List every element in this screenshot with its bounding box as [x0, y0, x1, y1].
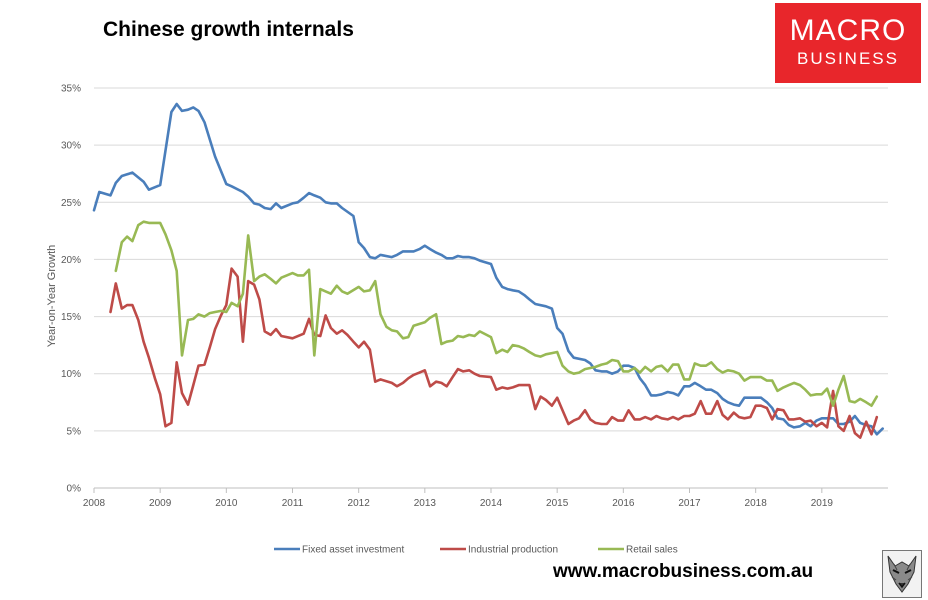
logo-line-1: MACRO	[789, 14, 907, 47]
gridlines	[94, 87, 888, 432]
x-axis-ticks: 2008 2009 2010 2011 2012 2013 2014 2015 2016 2017…	[83, 488, 834, 509]
y-tick-label: 10%	[61, 369, 81, 380]
y-tick-label: 30%	[61, 141, 81, 152]
x-tick-label: 2018	[745, 498, 768, 509]
series-line-fixed-asset-investment	[92, 102, 884, 436]
x-tick-label: 2012	[348, 498, 371, 509]
x-tick-label: 2016	[612, 498, 635, 509]
y-tick-label: 15%	[61, 312, 81, 323]
logo-line-2: BUSINESS	[797, 49, 899, 68]
x-tick-label: 2019	[811, 498, 834, 509]
series-line-industrial-production	[109, 267, 879, 439]
legend-label-industrial-production: Industrial production	[468, 545, 558, 556]
website-url: www.macrobusiness.com.au	[553, 561, 814, 582]
x-tick-label: 2011	[282, 498, 304, 509]
x-tick-label: 2013	[414, 498, 437, 509]
wolf-icon	[882, 550, 922, 598]
y-tick-label: 35%	[61, 84, 81, 95]
y-axis-ticks: 0% 5% 10% 15% 20% 25% 30% 35%	[61, 84, 81, 495]
legend-label-retail-sales: Retail sales	[626, 545, 678, 556]
series-lines	[92, 102, 884, 439]
y-tick-label: 25%	[61, 198, 81, 209]
x-tick-label: 2010	[215, 498, 238, 509]
y-axis-label: Year-on-Year Growth	[46, 245, 58, 348]
macrobusiness-logo: MACRO BUSINESS	[775, 3, 921, 83]
y-tick-label: 0%	[67, 484, 82, 495]
chart-title: Chinese growth internals	[103, 18, 354, 41]
legend-label-fixed-asset-investment: Fixed asset investment	[302, 545, 404, 556]
x-tick-label: 2017	[678, 498, 701, 509]
x-tick-label: 2014	[480, 498, 503, 509]
legend: Fixed asset investment Industrial product…	[274, 545, 678, 556]
x-tick-label: 2009	[149, 498, 172, 509]
y-tick-label: 20%	[61, 255, 81, 266]
series-line-retail-sales	[114, 220, 879, 407]
y-tick-label: 5%	[67, 426, 82, 437]
x-tick-label: 2008	[83, 498, 106, 509]
x-tick-label: 2015	[546, 498, 569, 509]
